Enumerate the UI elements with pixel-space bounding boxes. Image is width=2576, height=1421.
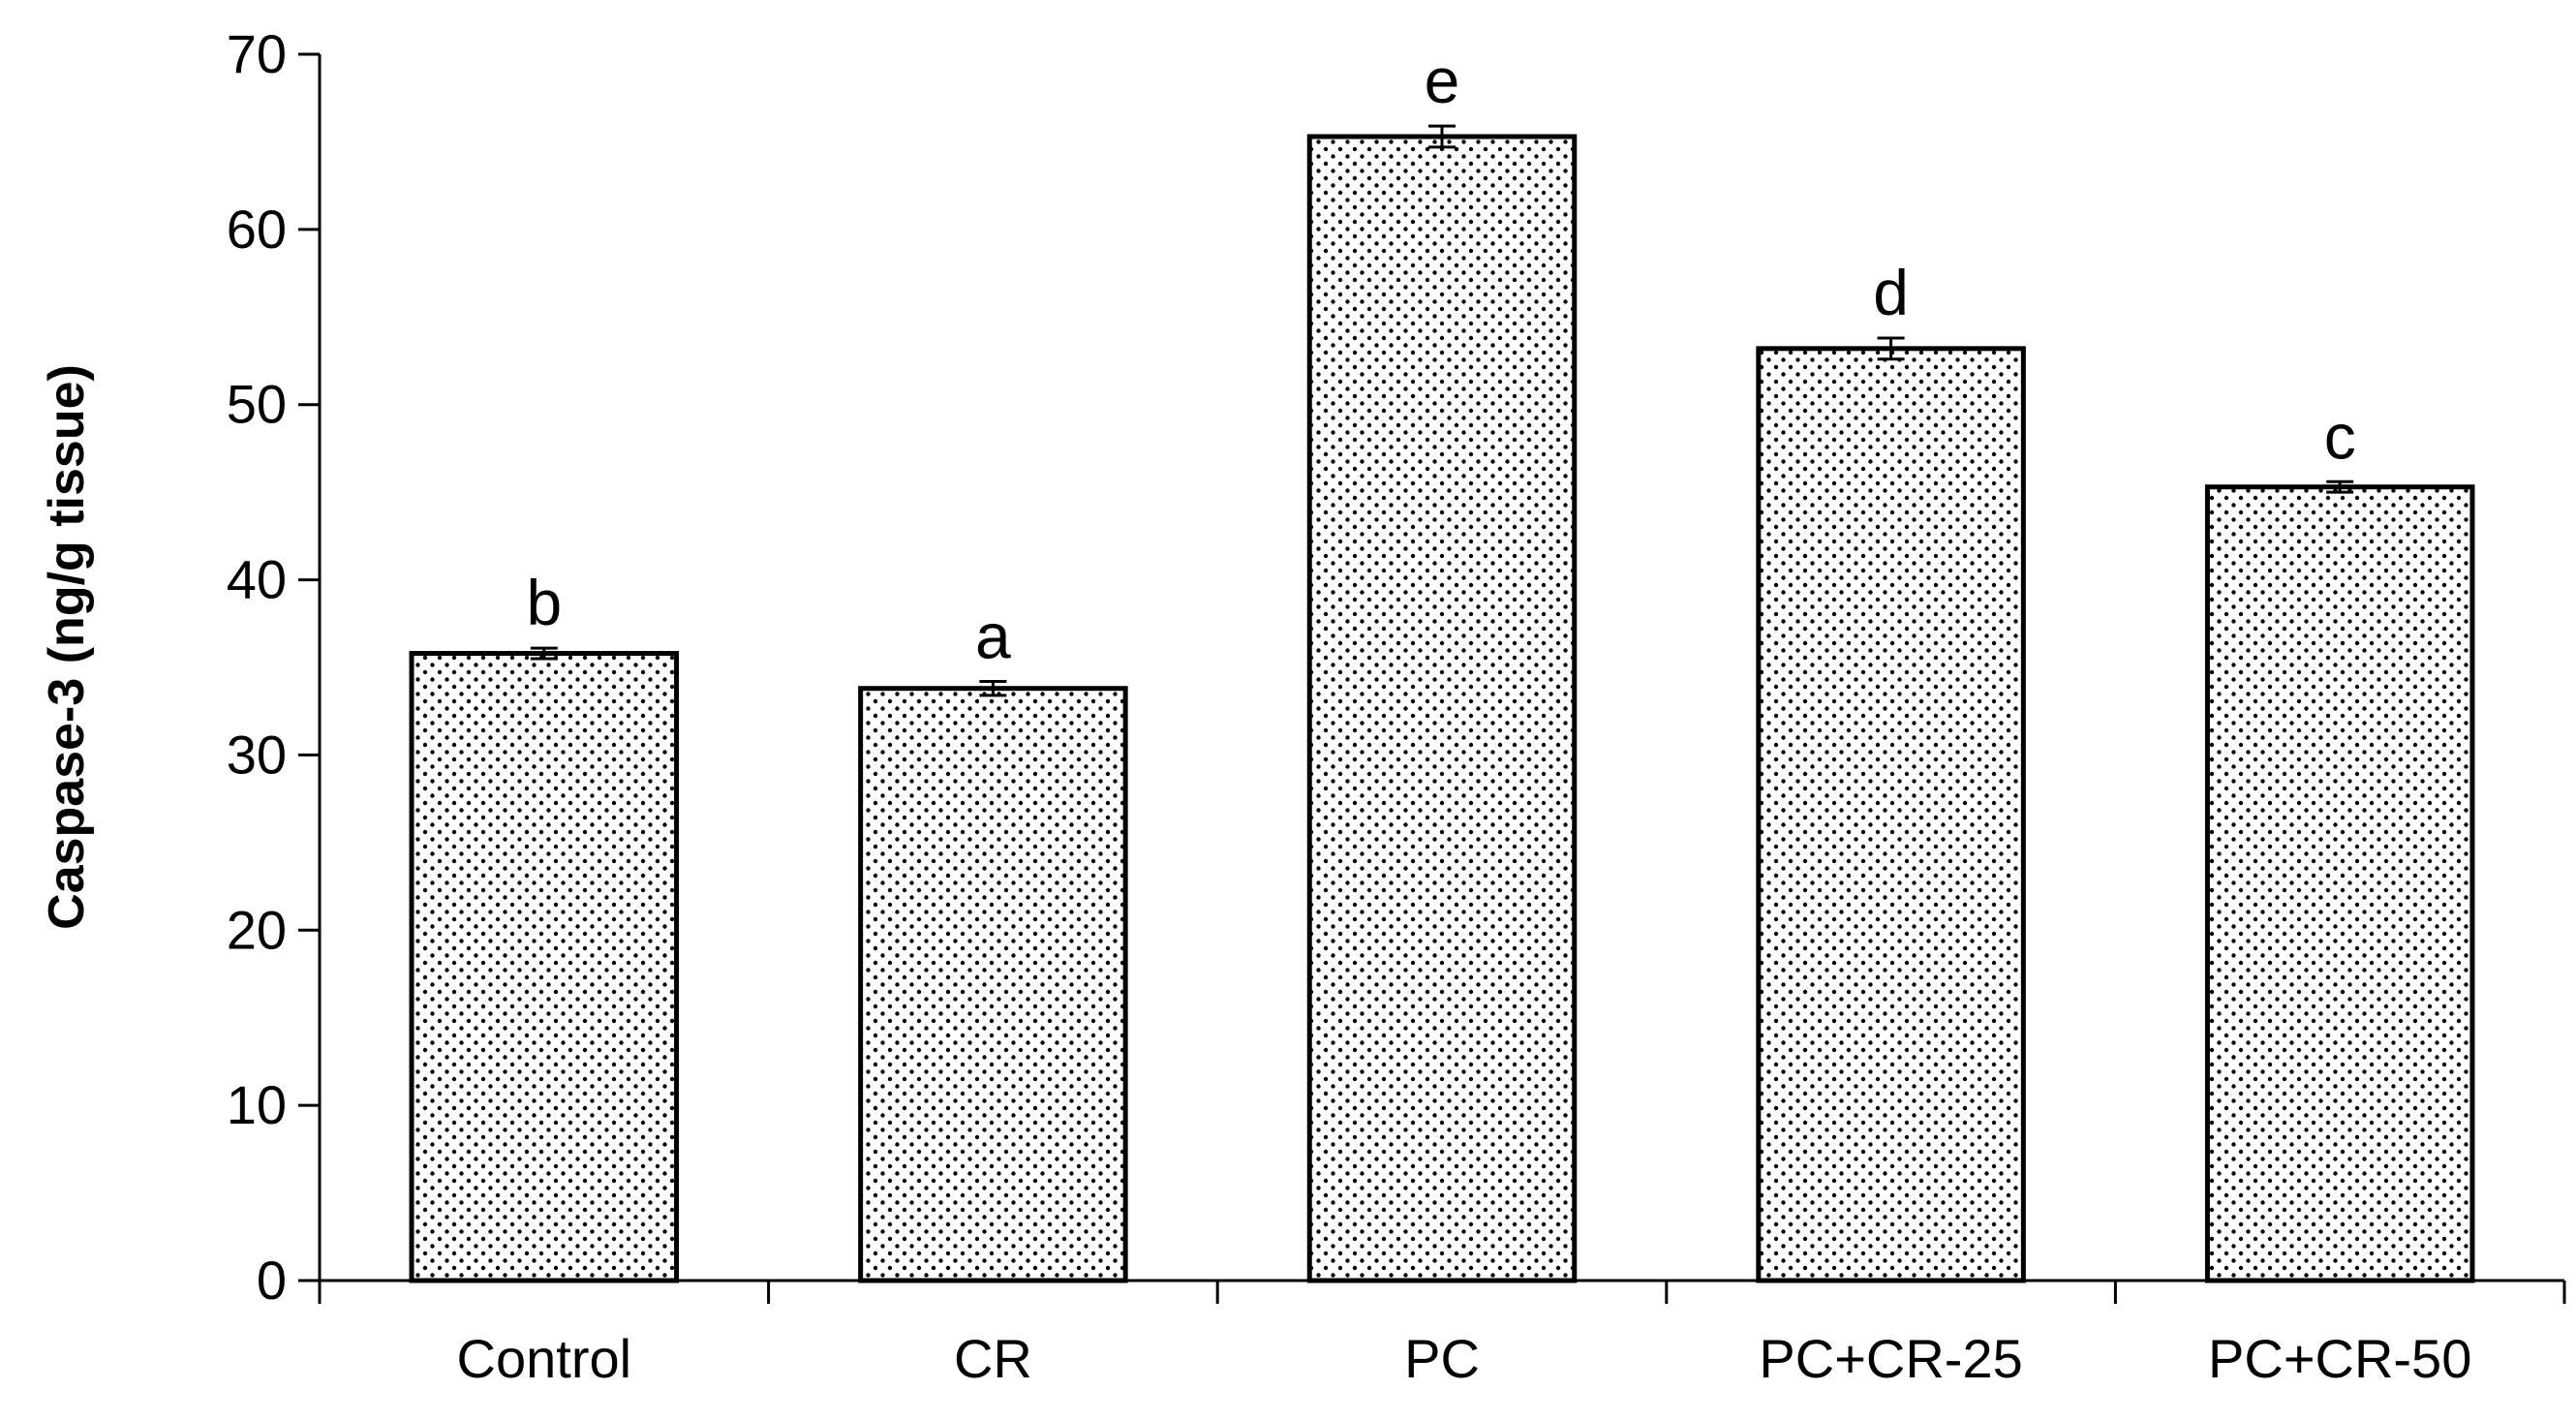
x-tick-label: PC+CR-25 bbox=[1759, 1328, 2022, 1389]
y-tick-label: 50 bbox=[227, 374, 287, 435]
bars-group: b a e d c bbox=[409, 45, 2475, 1283]
significance-label: e bbox=[1425, 45, 1460, 116]
y-tick-label: 10 bbox=[227, 1074, 287, 1135]
x-axis: Control CR PC PC+CR-25 PC+CR-50 bbox=[318, 1279, 2566, 1389]
y-tick-label: 0 bbox=[257, 1250, 287, 1311]
significance-label: d bbox=[1873, 257, 1909, 328]
y-tick-label: 70 bbox=[227, 23, 287, 84]
bar-pc-cr-25 bbox=[1756, 346, 2026, 1283]
bar-pc bbox=[1306, 134, 1578, 1283]
significance-label: c bbox=[2324, 400, 2356, 472]
y-axis: 0 10 20 30 40 50 60 70 bbox=[227, 23, 322, 1311]
x-tick-label: CR bbox=[954, 1328, 1032, 1389]
x-tick-label: Control bbox=[457, 1328, 632, 1389]
significance-label: b bbox=[526, 567, 562, 638]
y-tick-label: 30 bbox=[227, 724, 287, 785]
y-axis-label-group: Caspase-3 (ng/g tissue) bbox=[39, 364, 95, 930]
y-tick-label: 60 bbox=[227, 199, 287, 260]
y-axis-label: Caspase-3 (ng/g tissue) bbox=[39, 364, 95, 930]
x-tick-label: PC bbox=[1404, 1328, 1480, 1389]
bar-control bbox=[409, 651, 680, 1283]
y-tick-label: 40 bbox=[227, 549, 287, 610]
bar-pc-cr-50 bbox=[2204, 484, 2475, 1283]
significance-label: a bbox=[975, 600, 1011, 671]
y-tick-label: 20 bbox=[227, 899, 287, 960]
x-tick-label: PC+CR-50 bbox=[2208, 1328, 2471, 1389]
bar-cr bbox=[858, 686, 1128, 1283]
